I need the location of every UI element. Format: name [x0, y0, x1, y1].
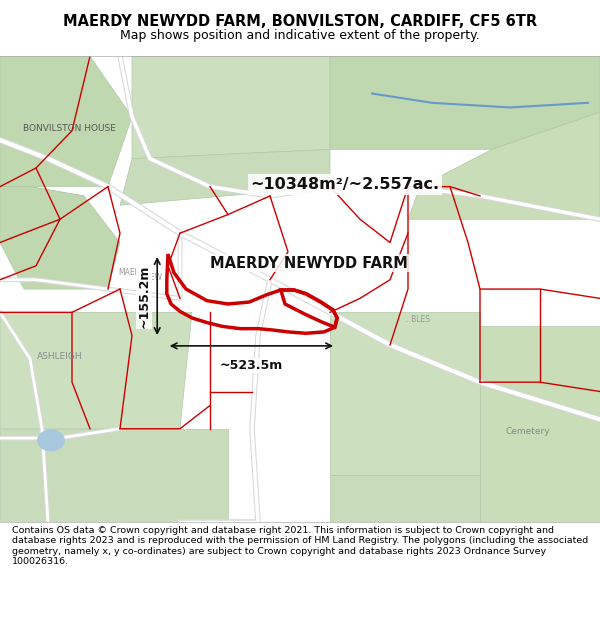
Polygon shape [330, 312, 480, 475]
Polygon shape [480, 326, 600, 522]
Text: ...BLES: ...BLES [404, 315, 430, 324]
Text: TREM-Y-...: TREM-Y-... [269, 264, 307, 272]
Polygon shape [0, 187, 84, 242]
Text: Map shows position and indicative extent of the property.: Map shows position and indicative extent… [120, 29, 480, 42]
Text: MAERDY NEWYDD FARM, BONVILSTON, CARDIFF, CF5 6TR: MAERDY NEWYDD FARM, BONVILSTON, CARDIFF,… [63, 14, 537, 29]
Text: Cemetery: Cemetery [506, 427, 550, 436]
Text: NEW: NEW [144, 273, 162, 282]
Polygon shape [330, 56, 600, 149]
Text: ~523.5m: ~523.5m [220, 359, 283, 372]
Circle shape [38, 430, 64, 451]
Polygon shape [408, 112, 600, 219]
Polygon shape [132, 56, 330, 159]
Polygon shape [120, 149, 330, 205]
Polygon shape [0, 429, 228, 522]
Text: ~10348m²/~2.557ac.: ~10348m²/~2.557ac. [250, 177, 440, 192]
Polygon shape [0, 56, 132, 187]
Text: ~155.2m: ~155.2m [137, 264, 151, 328]
Text: Contains OS data © Crown copyright and database right 2021. This information is : Contains OS data © Crown copyright and d… [12, 526, 588, 566]
Text: MAERDY NEWYDD FARM: MAERDY NEWYDD FARM [210, 256, 408, 271]
Text: ASHLEIGH: ASHLEIGH [37, 352, 83, 361]
Text: BONVILSTON HOUSE: BONVILSTON HOUSE [23, 124, 115, 133]
Polygon shape [0, 187, 120, 289]
Polygon shape [330, 475, 480, 522]
Polygon shape [0, 312, 192, 429]
Text: MAER: MAER [118, 268, 140, 278]
